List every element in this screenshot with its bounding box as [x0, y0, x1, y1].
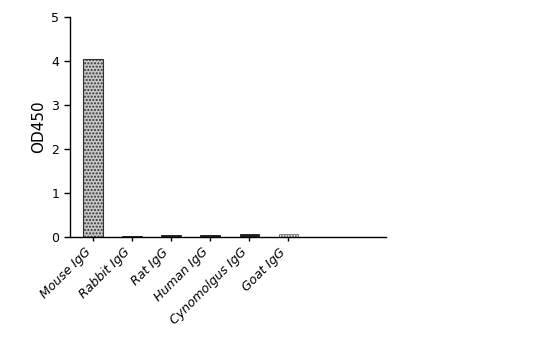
Y-axis label: OD450: OD450 — [31, 101, 46, 153]
Bar — [240, 235, 259, 237]
Bar — [279, 234, 298, 237]
Bar — [122, 236, 142, 237]
Bar — [161, 235, 181, 237]
Bar — [200, 235, 220, 237]
Bar — [83, 59, 103, 237]
